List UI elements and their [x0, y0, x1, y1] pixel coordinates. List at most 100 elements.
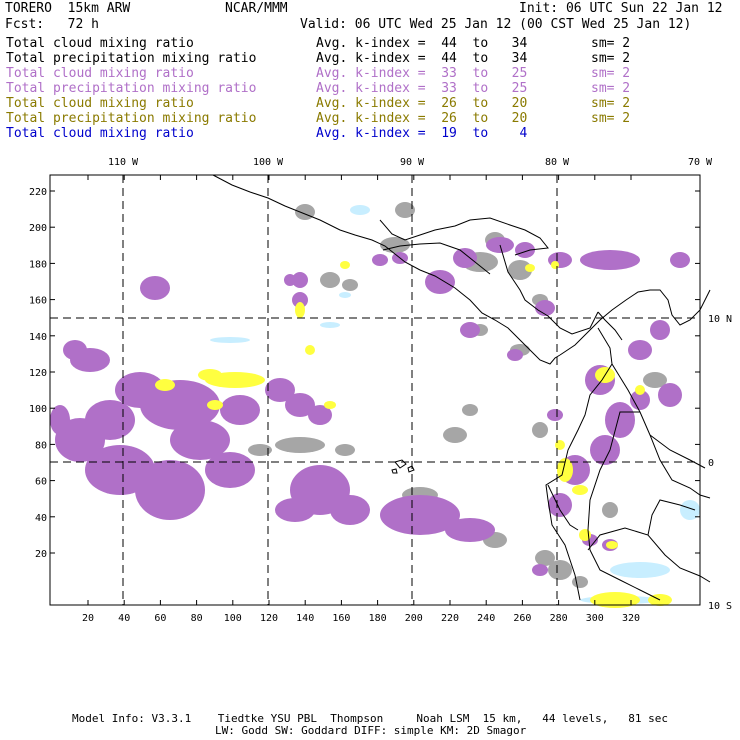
legend-smoothing: sm= 2 — [591, 111, 631, 126]
legend-field: Total cloud mixing ratio — [6, 126, 194, 141]
cloud-region — [507, 349, 523, 361]
cloud-region — [670, 252, 690, 268]
x-tick-label: 160 — [332, 613, 350, 624]
legend-kindex: Avg. k-index = 19 to 4 — [316, 126, 528, 141]
cloud-region — [572, 576, 588, 588]
cloud-region — [248, 444, 272, 456]
legend-kindex: Avg. k-index = 26 to 20 — [316, 111, 528, 126]
cloud-region — [275, 498, 315, 522]
y-tick-label: 200 — [29, 223, 47, 234]
longitude-label: 90 W — [400, 157, 425, 168]
low-cloud-region — [610, 562, 670, 578]
cloud-region — [590, 435, 620, 465]
legend-field: Total precipitation mixing ratio — [6, 51, 257, 66]
legend-smoothing: sm= 2 — [591, 81, 631, 96]
low-cloud-region — [210, 337, 250, 343]
init-time: Init: 06 UTC Sun 22 Jan 12 — [519, 1, 723, 16]
precip-region — [551, 261, 559, 269]
precip-region — [324, 401, 336, 409]
precip-region — [635, 385, 645, 395]
y-tick-label: 20 — [35, 549, 47, 560]
legend-kindex: Avg. k-index = 33 to 25 — [316, 81, 528, 96]
legend-row: Total cloud mixing ratio Avg. k-index = 4… — [6, 36, 734, 51]
cloud-region — [320, 272, 340, 288]
x-tick-label: 80 — [191, 613, 203, 624]
low-cloud-region — [350, 205, 370, 215]
cloud-region — [372, 254, 388, 266]
cloud-region — [462, 404, 478, 416]
low-cloud-region — [339, 292, 351, 298]
cloud-region — [535, 300, 555, 316]
x-tick-label: 140 — [296, 613, 314, 624]
longitude-label: 70 W — [688, 157, 713, 168]
cloud-region — [395, 202, 415, 218]
cloud-region — [658, 383, 682, 407]
cloud-region — [285, 393, 315, 417]
x-tick-label: 60 — [154, 613, 166, 624]
legend-kindex: Avg. k-index = 26 to 20 — [316, 96, 528, 111]
y-tick-label: 180 — [29, 259, 47, 270]
x-tick-label: 200 — [405, 613, 423, 624]
cloud-region — [547, 409, 563, 421]
y-tick-label: 100 — [29, 404, 47, 415]
longitude-label: 80 W — [545, 157, 570, 168]
legend-kindex: Avg. k-index = 33 to 25 — [316, 66, 528, 81]
precip-region — [207, 400, 223, 410]
cloud-region — [443, 427, 467, 443]
cloud-region — [170, 420, 230, 460]
cloud-region — [330, 495, 370, 525]
precip-region — [340, 261, 350, 269]
cloud-region — [284, 274, 296, 286]
cloud-region — [515, 242, 535, 258]
cloud-region — [140, 380, 220, 430]
x-axis-labels: 20 40 60 80 100 120 140 160 180 200 220 240 260 280 30… — [82, 613, 640, 624]
x-tick-label: 260 — [513, 613, 531, 624]
precip-region — [606, 541, 618, 549]
forecast-hour: Fcst: 72 h — [5, 17, 99, 32]
y-tick-label: 60 — [35, 477, 47, 488]
cloud-region — [532, 564, 548, 576]
map-plot: 220 200 180 160 140 120 100 80 60 40 20 20 40 60 80 10… — [29, 157, 732, 624]
cloud-region — [628, 340, 652, 360]
latitude-label: 10 S — [708, 601, 732, 612]
legend-smoothing: sm= 2 — [591, 51, 631, 66]
cloud-region — [535, 550, 555, 566]
legend-row: Total precipitation mixing ratio Avg. k-i… — [6, 111, 734, 126]
legend-row: Total cloud mixing ratio Avg. k-index = 3… — [6, 66, 734, 81]
legend-kindex: Avg. k-index = 44 to 34 — [316, 36, 528, 51]
x-tick-label: 180 — [369, 613, 387, 624]
cloud-region — [335, 444, 355, 456]
y-axis-labels: 220 200 180 160 140 120 100 80 60 40 20 — [29, 187, 47, 560]
cloud-region — [380, 495, 460, 535]
model-info-footer: Model Info: V3.3.1 Tiedtke YSU PBL Thomp… — [0, 710, 740, 740]
y-tick-label: 40 — [35, 513, 47, 524]
model-title: TORERO 15km ARW — [5, 1, 131, 16]
map-frame — [49, 174, 701, 606]
latitude-label: 10 N — [708, 314, 732, 325]
longitude-label: 100 W — [253, 157, 284, 168]
precip-region — [525, 264, 535, 272]
cloud-region — [453, 248, 477, 268]
cloud-region — [548, 493, 572, 517]
cloud-region — [602, 502, 618, 518]
x-tick-label: 40 — [118, 613, 130, 624]
precip-region — [295, 302, 305, 318]
y-tick-label: 160 — [29, 296, 47, 307]
cloud-region — [140, 276, 170, 300]
legend-kindex: Avg. k-index = 44 to 34 — [316, 51, 528, 66]
cloud-region — [205, 452, 255, 488]
valid-time: Valid: 06 UTC Wed 25 Jan 12 (00 CST Wed … — [300, 17, 692, 32]
precip-region — [572, 485, 588, 495]
cloud-region — [292, 272, 308, 288]
x-tick-label: 300 — [586, 613, 604, 624]
cloud-region — [220, 395, 260, 425]
low-cloud-region — [320, 322, 340, 328]
low-cloud-region — [680, 500, 700, 520]
cloud-region — [630, 390, 650, 410]
header: TORERO 15km ARW NCAR/MMM Init: 06 UTC Su… — [0, 0, 740, 150]
legend-field: Total cloud mixing ratio — [6, 96, 194, 111]
model-info-line1: Model Info: V3.3.1 Tiedtke YSU PBL Thomp… — [72, 712, 669, 725]
x-tick-label: 120 — [260, 613, 278, 624]
legend-field: Total cloud mixing ratio — [6, 36, 194, 51]
cloud-region — [460, 322, 480, 338]
